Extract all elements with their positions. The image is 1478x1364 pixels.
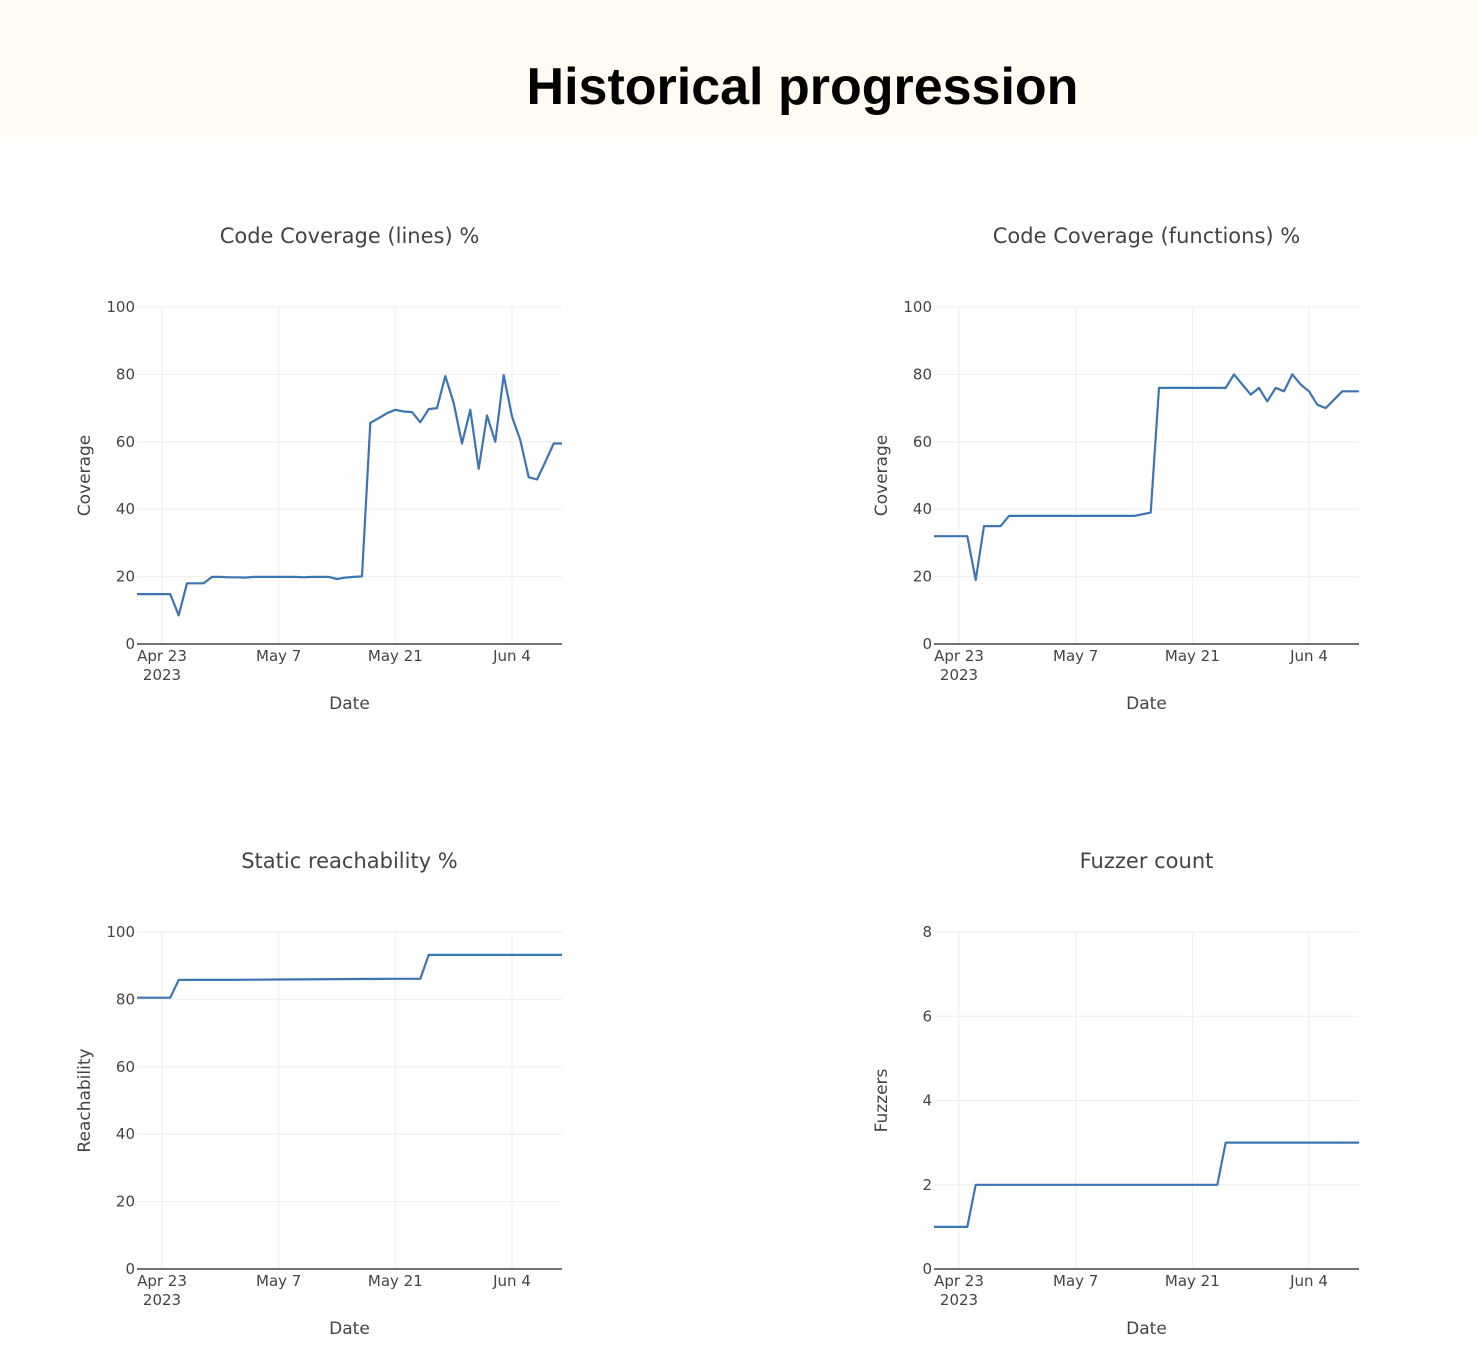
x-tick-year-label: 2023 — [940, 666, 978, 684]
y-tick-label: 0 — [125, 1260, 135, 1278]
x-tick-label: Jun 4 — [1289, 1272, 1328, 1290]
series-line — [137, 374, 562, 617]
x-tick-label: May 7 — [1053, 647, 1098, 665]
y-axis-title: Reachability — [75, 1048, 95, 1152]
y-tick-label: 2 — [922, 1176, 932, 1194]
y-tick-label: 60 — [913, 433, 932, 451]
y-tick-label: 4 — [922, 1092, 932, 1110]
x-tick-label: May 21 — [368, 647, 423, 665]
x-tick-year-label: 2023 — [940, 1291, 978, 1309]
x-tick-label: Apr 23 — [137, 1272, 187, 1290]
y-tick-label: 0 — [922, 635, 932, 653]
x-tick-label: Apr 23 — [137, 647, 187, 665]
chart-code-coverage-lines: Code Coverage (lines) % 0 20 40 60 80 100 Apr 2… — [75, 224, 562, 714]
x-tick-label: May 7 — [256, 1272, 301, 1290]
chart-title: Fuzzer count — [1080, 849, 1214, 873]
page-title: Historical progression — [526, 58, 1079, 116]
chart-title: Code Coverage (lines) % — [220, 224, 480, 248]
page-header: Historical progression — [0, 0, 1478, 137]
y-tick-label: 80 — [913, 365, 932, 383]
y-tick-label: 100 — [903, 298, 932, 316]
x-tick-label: Jun 4 — [492, 647, 531, 665]
x-axis-title: Date — [329, 694, 370, 714]
y-tick-label: 8 — [922, 923, 932, 941]
x-tick-label: Apr 23 — [934, 1272, 984, 1290]
y-tick-label: 40 — [913, 500, 932, 518]
y-tick-label: 100 — [106, 298, 135, 316]
y-tick-label: 40 — [116, 1125, 135, 1143]
series-line — [137, 953, 562, 999]
x-axis-title: Date — [1126, 694, 1167, 714]
y-tick-label: 0 — [125, 635, 135, 653]
x-tick-label: Apr 23 — [934, 647, 984, 665]
chart-code-coverage-functions: Code Coverage (functions) % 0 20 40 60 80 100 A… — [872, 224, 1359, 714]
y-tick-label: 80 — [116, 365, 135, 383]
x-tick-label: May 21 — [368, 1272, 423, 1290]
x-tick-label: May 7 — [1053, 1272, 1098, 1290]
y-axis-title: Fuzzers — [872, 1068, 892, 1132]
y-tick-label: 20 — [913, 568, 932, 586]
y-tick-label: 0 — [922, 1260, 932, 1278]
x-tick-label: May 21 — [1165, 647, 1220, 665]
y-tick-label: 100 — [106, 923, 135, 941]
x-tick-label: Jun 4 — [492, 1272, 531, 1290]
y-tick-label: 6 — [922, 1007, 932, 1025]
x-tick-label: May 21 — [1165, 1272, 1220, 1290]
x-tick-year-label: 2023 — [143, 666, 181, 684]
series-line — [934, 373, 1359, 582]
x-axis-title: Date — [329, 1319, 370, 1339]
y-tick-label: 40 — [116, 500, 135, 518]
x-axis-title: Date — [1126, 1319, 1167, 1339]
chart-title: Code Coverage (functions) % — [993, 224, 1300, 248]
y-tick-label: 60 — [116, 433, 135, 451]
x-tick-year-label: 2023 — [143, 1291, 181, 1309]
y-tick-label: 20 — [116, 568, 135, 586]
y-tick-label: 60 — [116, 1058, 135, 1076]
chart-title: Static reachability % — [241, 849, 458, 873]
y-axis-title: Coverage — [872, 435, 892, 516]
x-tick-label: May 7 — [256, 647, 301, 665]
x-tick-label: Jun 4 — [1289, 647, 1328, 665]
series-line — [934, 1141, 1359, 1228]
y-tick-label: 80 — [116, 990, 135, 1008]
y-tick-label: 20 — [116, 1193, 135, 1211]
y-axis-title: Coverage — [75, 435, 95, 516]
chart-static-reachability: Static reachability % 0 20 40 60 80 100 Apr 232… — [75, 849, 562, 1339]
